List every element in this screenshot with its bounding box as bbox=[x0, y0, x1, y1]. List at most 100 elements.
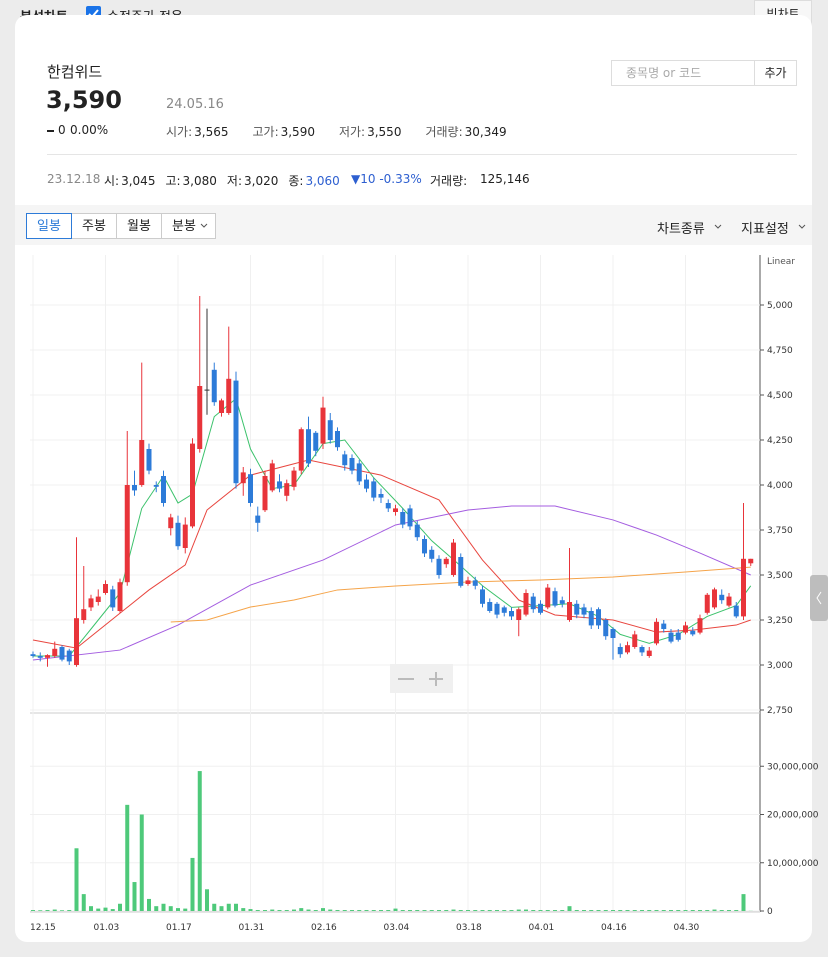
volume-bar bbox=[379, 910, 383, 911]
candle-body bbox=[675, 632, 681, 640]
hover-stat: 종: 3,060 bbox=[288, 172, 339, 189]
chevron bbox=[200, 223, 208, 228]
candle-body bbox=[298, 429, 304, 471]
candle-body bbox=[255, 515, 261, 523]
volume-bar bbox=[241, 908, 246, 911]
candle-body bbox=[719, 594, 725, 601]
candle-body bbox=[378, 494, 384, 498]
candle-body bbox=[726, 596, 732, 606]
tab[interactable]: 월봉 bbox=[116, 213, 162, 239]
y-tick-label: 3,750 bbox=[767, 526, 793, 536]
candle-body bbox=[538, 603, 543, 613]
volume-bar bbox=[582, 910, 586, 911]
volume-bar bbox=[226, 903, 231, 911]
hover-stat-label: 고: bbox=[165, 174, 181, 188]
candle-body bbox=[494, 603, 500, 615]
volume-bar bbox=[284, 910, 289, 911]
volume-bar bbox=[306, 909, 311, 911]
volume-bar bbox=[698, 910, 702, 911]
volume-bar bbox=[154, 906, 159, 911]
hover-stat-value: 3,060 bbox=[305, 174, 340, 188]
candle-body bbox=[603, 620, 609, 637]
candle-body bbox=[429, 549, 435, 559]
candle-body bbox=[443, 558, 449, 565]
volume-bar bbox=[560, 910, 565, 911]
candle-body bbox=[327, 420, 333, 440]
y-tick-label: 3,500 bbox=[767, 571, 793, 581]
tab[interactable]: 일봉 bbox=[26, 213, 72, 239]
candle-body bbox=[182, 524, 188, 548]
volume-bar bbox=[89, 906, 93, 911]
candle-body bbox=[654, 621, 659, 644]
volume-bar bbox=[270, 909, 275, 911]
hover-stat-value: 3,080 bbox=[182, 174, 217, 188]
candle-body bbox=[371, 481, 377, 498]
y-tick-label: 3,000 bbox=[767, 661, 793, 671]
stock-change: 0 bbox=[58, 123, 66, 137]
candle-body bbox=[596, 609, 601, 626]
tab[interactable]: 주봉 bbox=[71, 213, 117, 239]
candle-body bbox=[59, 647, 65, 660]
volume-bar bbox=[495, 910, 499, 911]
side-handle[interactable] bbox=[810, 575, 828, 621]
hover-stat-label: 저: bbox=[226, 174, 242, 188]
add-button[interactable]: 추가 bbox=[754, 60, 797, 86]
volume-bar bbox=[110, 909, 115, 911]
volume-bar bbox=[690, 910, 695, 911]
volume-bar bbox=[350, 910, 354, 911]
candle-body bbox=[37, 656, 43, 658]
candle-body bbox=[472, 580, 478, 586]
candle-body bbox=[291, 470, 297, 487]
volume-bar bbox=[415, 910, 420, 911]
y2-tick-label: 30,000,000 bbox=[767, 762, 819, 772]
stat: 시가: 3,565 bbox=[166, 123, 228, 140]
volume-bar bbox=[212, 903, 217, 911]
stat: 고가: 3,590 bbox=[252, 123, 314, 140]
candle-body bbox=[320, 407, 326, 444]
candle-body bbox=[226, 378, 232, 413]
candle-body bbox=[407, 508, 413, 527]
volume-bar bbox=[719, 910, 724, 911]
stock-name: 한컴위드 bbox=[47, 63, 103, 81]
volume-bar bbox=[234, 903, 238, 911]
volume-bar bbox=[480, 910, 485, 911]
volume-bar bbox=[676, 910, 681, 911]
stat: 거래량: 30,349 bbox=[425, 123, 506, 140]
x-tick-label: 04.16 bbox=[601, 923, 627, 933]
volume-bar bbox=[67, 910, 72, 911]
candle-body bbox=[559, 600, 565, 604]
x-tick-label: 01.03 bbox=[94, 923, 120, 933]
volume-bar bbox=[422, 910, 427, 911]
stock-change-pct: 0.00% bbox=[70, 123, 109, 137]
candle-body bbox=[516, 609, 522, 620]
candle-body bbox=[197, 386, 203, 449]
volume-bar bbox=[647, 910, 652, 911]
volume-bar bbox=[176, 908, 180, 911]
volume-bar bbox=[386, 910, 391, 911]
menu[interactable]: 지표설정 bbox=[741, 222, 789, 237]
candle-body bbox=[741, 558, 746, 617]
candle-body bbox=[175, 522, 181, 547]
tab[interactable]: 분봉 bbox=[161, 213, 216, 239]
volume-bar bbox=[727, 910, 731, 911]
y2-tick-label: 20,000,000 bbox=[767, 811, 819, 821]
volume-bar bbox=[292, 909, 296, 911]
stat-label: 거래량: bbox=[425, 125, 463, 139]
volume-bar bbox=[408, 910, 412, 911]
candle-body bbox=[277, 481, 282, 489]
menu[interactable]: 차트종류 bbox=[657, 222, 705, 237]
volume-bar bbox=[589, 910, 594, 911]
candle-body bbox=[262, 476, 268, 511]
volume-bar bbox=[147, 898, 151, 911]
volume-bar bbox=[255, 910, 260, 911]
candle-body bbox=[422, 539, 427, 554]
candle-body bbox=[153, 485, 159, 487]
stat-value: 3,550 bbox=[367, 125, 402, 139]
tab-label[interactable]: 분봉 bbox=[172, 219, 196, 234]
candle-body bbox=[233, 380, 239, 484]
candle-body bbox=[110, 589, 116, 608]
divider bbox=[47, 154, 797, 155]
volume-bar bbox=[74, 848, 79, 911]
volume-bar bbox=[712, 909, 717, 911]
candle-body bbox=[683, 625, 688, 633]
